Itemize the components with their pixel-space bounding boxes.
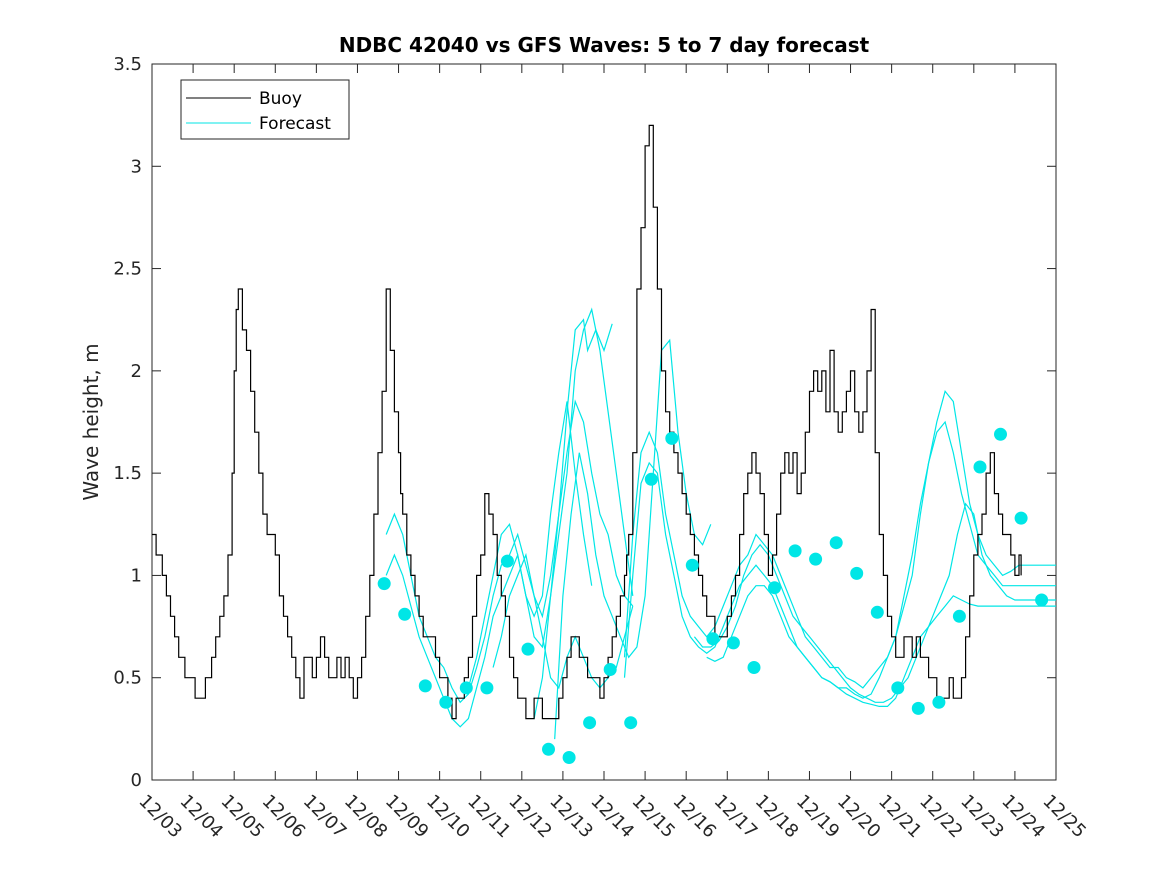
forecast-point-1: [398, 607, 412, 621]
forecast-point-22: [829, 536, 843, 550]
forecast-point-10: [583, 716, 597, 730]
y-tick-label-5: 2.5: [113, 259, 142, 280]
forecast-point-31: [1014, 511, 1028, 525]
forecast-point-19: [768, 581, 781, 595]
forecast-point-25: [891, 681, 905, 695]
forecast-point-23: [850, 566, 864, 580]
y-tick-label-7: 3.5: [113, 54, 142, 75]
forecast-line-4: [533, 307, 634, 719]
y-tick-label-2: 1: [131, 565, 142, 586]
forecast-point-29: [973, 460, 987, 474]
forecast-point-5: [480, 681, 494, 695]
forecast-point-21: [809, 552, 823, 566]
y-tick-label-6: 3: [131, 156, 142, 177]
forecast-point-24: [870, 605, 884, 619]
forecast-line-1: [385, 401, 593, 728]
forecast-line-6: [623, 390, 1056, 689]
buoy-series: [152, 124, 1022, 720]
forecast-point-7: [521, 642, 535, 656]
forecast-point-16: [706, 632, 720, 646]
legend: Buoy Forecast: [180, 79, 350, 140]
forecast-point-3: [439, 695, 453, 709]
legend-label-forecast: Forecast: [259, 114, 331, 134]
plot-area: [151, 63, 1057, 781]
forecast-point-11: [603, 663, 617, 676]
forecast-point-30: [994, 427, 1007, 441]
forecast-point-28: [952, 609, 966, 623]
forecast-point-2: [418, 679, 432, 693]
forecast-point-6: [500, 554, 514, 568]
y-tick-label-0: 0: [131, 770, 142, 791]
forecast-point-27: [932, 695, 946, 709]
forecast-line-3: [492, 399, 634, 668]
y-axis-label: Wave height, m: [79, 343, 103, 500]
forecast-point-9: [562, 751, 576, 764]
forecast-point-0: [377, 577, 391, 591]
y-tick-label-3: 1.5: [113, 463, 142, 484]
forecast-point-26: [911, 701, 925, 715]
chart-title: NDBC 42040 vs GFS Waves: 5 to 7 day fore…: [339, 33, 870, 57]
forecast-point-12: [624, 716, 638, 730]
forecast-line-8: [693, 502, 1056, 703]
forecast-point-32: [1035, 593, 1049, 607]
buoy-line-path: [152, 124, 1022, 720]
forecast-point-4: [459, 681, 473, 695]
forecast-line-2: [467, 318, 613, 689]
legend-box: [180, 79, 350, 140]
forecast-line-9: [706, 585, 1056, 708]
forecast-point-15: [685, 558, 699, 572]
forecast-point-18: [747, 661, 761, 674]
forecast-line-5: [554, 338, 712, 740]
forecast-point-14: [665, 431, 679, 445]
forecast-point-13: [644, 472, 658, 486]
y-tick-label-4: 2: [131, 361, 142, 382]
legend-label-buoy: Buoy: [259, 89, 302, 109]
y-tick-label-1: 0.5: [113, 668, 142, 689]
forecast-point-20: [788, 544, 802, 558]
axis-ticks: [151, 63, 1057, 781]
forecast-point-8: [542, 742, 555, 756]
forecast-points: [377, 427, 1049, 764]
y-tick-labels: 0 0.5 1 1.5 2 2.5 3 3.5: [113, 54, 142, 791]
forecast-point-17: [726, 636, 740, 650]
